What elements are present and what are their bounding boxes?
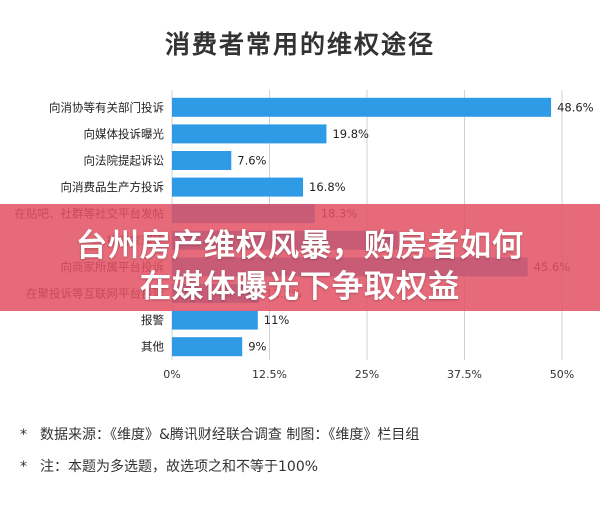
x-axis-ticks: 0% 12.5% 25% 37.5% 50% <box>163 368 574 381</box>
x-tick-label: 12.5% <box>252 368 287 381</box>
category-label: 其他 <box>141 340 164 354</box>
category-label: 报警 <box>141 313 164 327</box>
note-marker-2: * <box>20 459 27 475</box>
value-label: 19.8% <box>332 127 369 141</box>
note-marker-1: * <box>20 427 27 443</box>
bar <box>172 177 304 197</box>
headline-line-1: 台州房产维权风暴，购房者如何 <box>76 228 524 264</box>
bar <box>172 310 258 330</box>
value-label: 7.6% <box>237 154 266 168</box>
value-label: 9% <box>248 340 266 354</box>
note-source: 数据来源：《维度》&腾讯财经联合调查 制图：《维度》栏目组 <box>40 426 419 443</box>
category-label: 向法院提起诉讼 <box>84 154 165 168</box>
bar <box>172 337 243 357</box>
category-label: 向消费品生产方投诉 <box>61 180 165 194</box>
bar <box>172 97 552 117</box>
x-tick-label: 37.5% <box>447 368 482 381</box>
value-label: 48.6% <box>557 100 594 114</box>
x-tick-label: 50% <box>550 368 574 381</box>
x-tick-label: 0% <box>163 368 180 381</box>
footnotes: * 数据来源：《维度》&腾讯财经联合调查 制图：《维度》栏目组 * 注：本题为多… <box>20 426 419 475</box>
headline-banner: 台州房产维权风暴，购房者如何 在媒体曝光下争取权益 <box>0 204 600 311</box>
chart-title: 消费者常用的维权途径 <box>165 30 435 59</box>
value-label: 16.8% <box>309 180 346 194</box>
bar <box>172 124 327 144</box>
category-label: 向媒体投诉曝光 <box>84 127 165 141</box>
x-tick-label: 25% <box>355 368 379 381</box>
category-label: 向消协等有关部门投诉 <box>49 100 164 114</box>
note-multiselect: 注：本题为多选题，故选项之和不等于100% <box>40 458 318 475</box>
bar <box>172 151 232 170</box>
value-label: 11% <box>264 313 290 327</box>
headline-line-2: 在媒体曝光下争取权益 <box>140 269 460 305</box>
